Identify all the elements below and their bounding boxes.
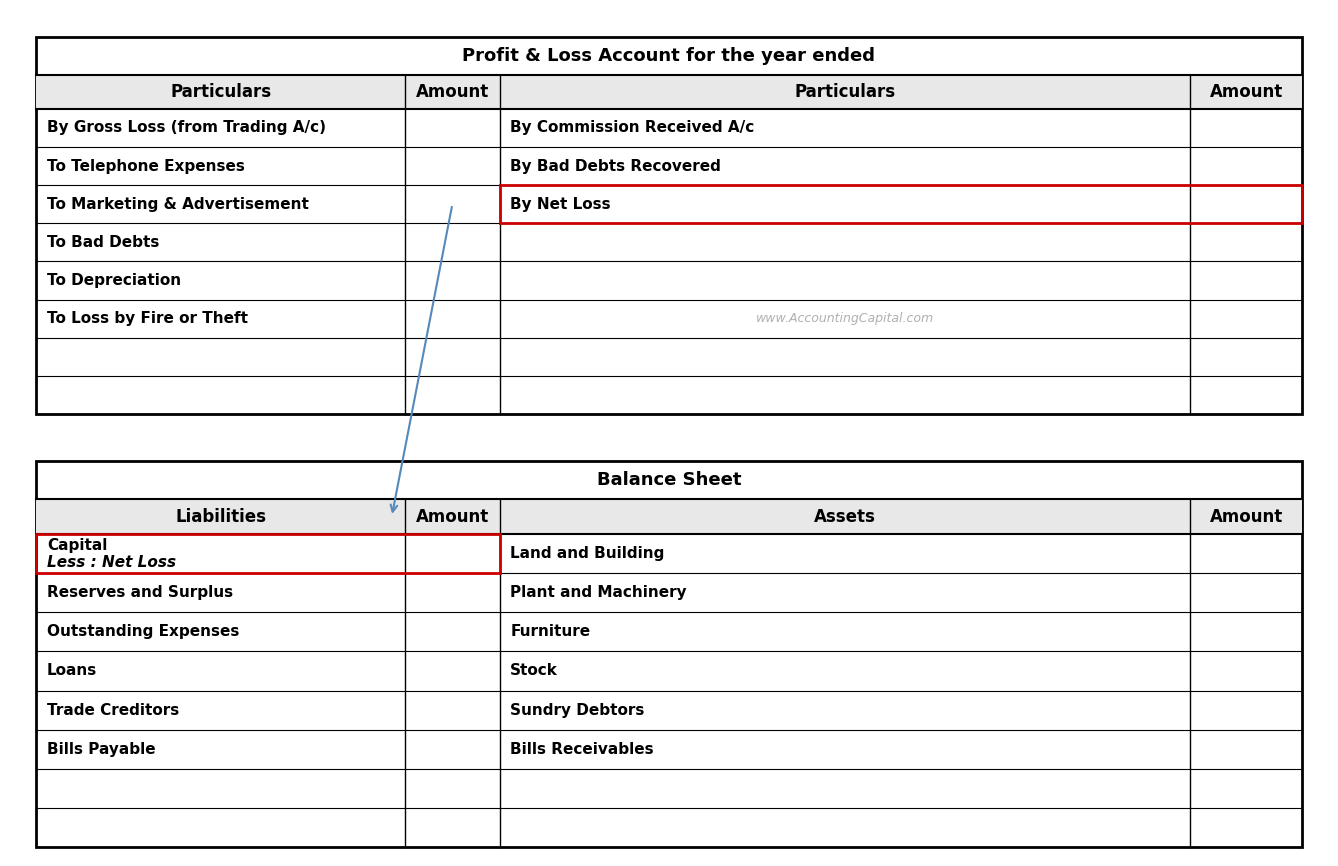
Text: Particulars: Particulars: [170, 83, 272, 100]
Text: To Depreciation: To Depreciation: [47, 273, 181, 288]
Text: Land and Building: Land and Building: [510, 546, 665, 561]
Text: By Gross Loss (from Trading A/c): By Gross Loss (from Trading A/c): [47, 120, 326, 135]
Text: Furniture: Furniture: [510, 624, 590, 639]
Text: Liabilities: Liabilities: [175, 507, 266, 526]
Bar: [36, 37, 1302, 414]
Text: Bills Receivables: Bills Receivables: [510, 741, 654, 757]
Text: Stock: Stock: [510, 663, 558, 678]
Bar: [499, 185, 1302, 223]
Text: Balance Sheet: Balance Sheet: [597, 471, 741, 489]
Text: To Telephone Expenses: To Telephone Expenses: [47, 158, 245, 173]
Text: To Bad Debts: To Bad Debts: [47, 235, 159, 249]
Bar: [36, 461, 1302, 847]
Text: Amount: Amount: [1210, 507, 1283, 526]
Bar: [36, 75, 1302, 109]
Text: Assets: Assets: [814, 507, 876, 526]
Text: To Loss by Fire or Theft: To Loss by Fire or Theft: [47, 311, 248, 326]
Text: Amount: Amount: [416, 83, 488, 100]
Text: Loans: Loans: [47, 663, 98, 678]
Text: Reserves and Surplus: Reserves and Surplus: [47, 585, 233, 600]
Text: By Bad Debts Recovered: By Bad Debts Recovered: [510, 158, 721, 173]
Text: Plant and Machinery: Plant and Machinery: [510, 585, 686, 600]
Text: www.AccountingCapital.com: www.AccountingCapital.com: [756, 312, 934, 325]
Text: Sundry Debtors: Sundry Debtors: [510, 702, 645, 718]
Text: Particulars: Particulars: [795, 83, 895, 100]
Text: To Marketing & Advertisement: To Marketing & Advertisement: [47, 197, 309, 211]
Text: Amount: Amount: [416, 507, 488, 526]
Text: By Net Loss: By Net Loss: [510, 197, 611, 211]
Text: Amount: Amount: [1210, 83, 1283, 100]
Text: Trade Creditors: Trade Creditors: [47, 702, 179, 718]
Bar: [36, 500, 1302, 534]
Text: By Commission Received A/c: By Commission Received A/c: [510, 120, 755, 135]
Text: Profit & Loss Account for the year ended: Profit & Loss Account for the year ended: [463, 47, 875, 65]
Text: Capital: Capital: [47, 538, 107, 553]
Text: Bills Payable: Bills Payable: [47, 741, 155, 757]
Text: Outstanding Expenses: Outstanding Expenses: [47, 624, 240, 639]
Bar: [36, 534, 499, 573]
Text: Less : Net Loss: Less : Net Loss: [47, 555, 177, 570]
